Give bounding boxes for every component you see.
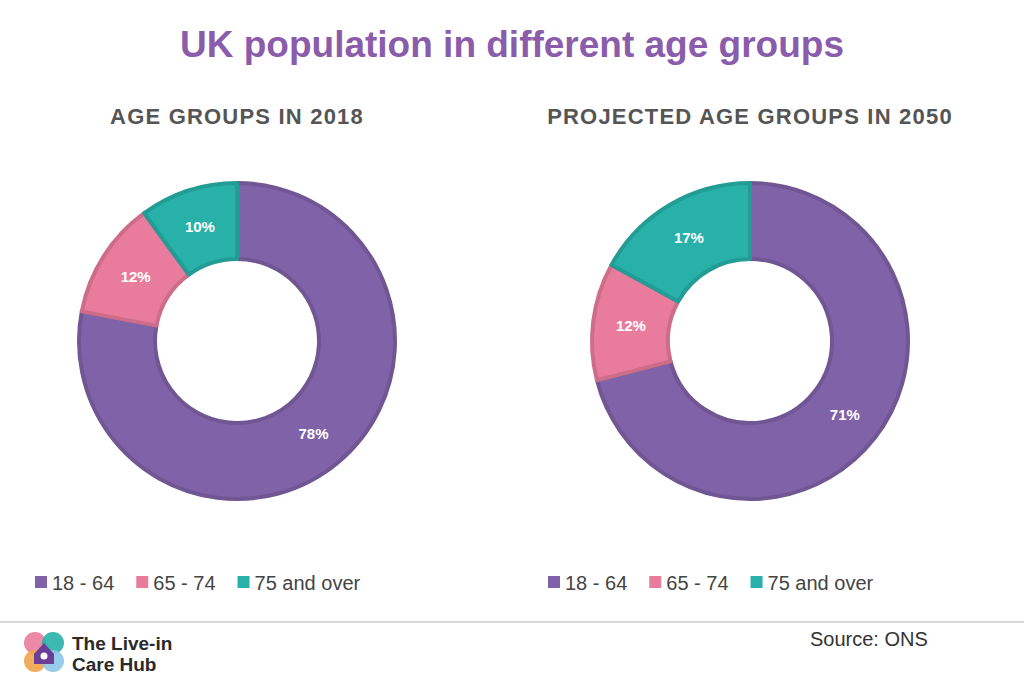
- data-label: 12%: [616, 317, 646, 334]
- donut: 71% 12% 17%: [592, 183, 908, 499]
- legend-label: 65 - 74: [666, 572, 728, 594]
- brand-text: Care Hub: [72, 654, 156, 675]
- chart-title: AGE GROUPS IN 2018: [110, 104, 364, 129]
- legend-swatch: [136, 576, 148, 588]
- donut: 78% 12% 10%: [79, 183, 395, 499]
- data-label: 78%: [298, 425, 328, 442]
- chart-title: PROJECTED AGE GROUPS IN 2050: [547, 104, 953, 129]
- data-label: 71%: [830, 406, 860, 423]
- legend-swatch: [548, 576, 560, 588]
- data-label: 12%: [121, 268, 151, 285]
- footer-rule: [0, 621, 1024, 623]
- legend-swatch: [35, 576, 47, 588]
- slice: [144, 183, 237, 275]
- logo-house: [34, 643, 54, 664]
- legend-label: 75 and over: [768, 572, 874, 594]
- data-label: 17%: [674, 229, 704, 246]
- legend-label: 18 - 64: [52, 572, 114, 594]
- legend: 18 - 64 65 - 74 75 and over: [548, 572, 874, 594]
- legend: 18 - 64 65 - 74 75 and over: [35, 572, 361, 594]
- legend-swatch: [751, 576, 763, 588]
- logo: [24, 632, 64, 672]
- data-label: 10%: [185, 218, 215, 235]
- legend-label: 18 - 64: [565, 572, 627, 594]
- chart: PROJECTED AGE GROUPS IN 2050 71% 12% 17% 18 …: [547, 104, 953, 594]
- brand-text: The Live-in: [72, 633, 172, 654]
- page-title: UK population in different age groups: [180, 24, 844, 65]
- legend-swatch: [238, 576, 250, 588]
- slice: [79, 183, 395, 499]
- chart-page: UK population in different age groups AGE…: [0, 0, 1024, 678]
- legend-label: 65 - 74: [153, 572, 215, 594]
- logo-heart: [41, 653, 48, 660]
- chart: AGE GROUPS IN 2018 78% 12% 10% 18 - 64 65 - 7…: [35, 104, 395, 594]
- slice: [612, 183, 750, 301]
- legend-swatch: [649, 576, 661, 588]
- source-note: Source: ONS: [810, 628, 928, 650]
- legend-label: 75 and over: [255, 572, 361, 594]
